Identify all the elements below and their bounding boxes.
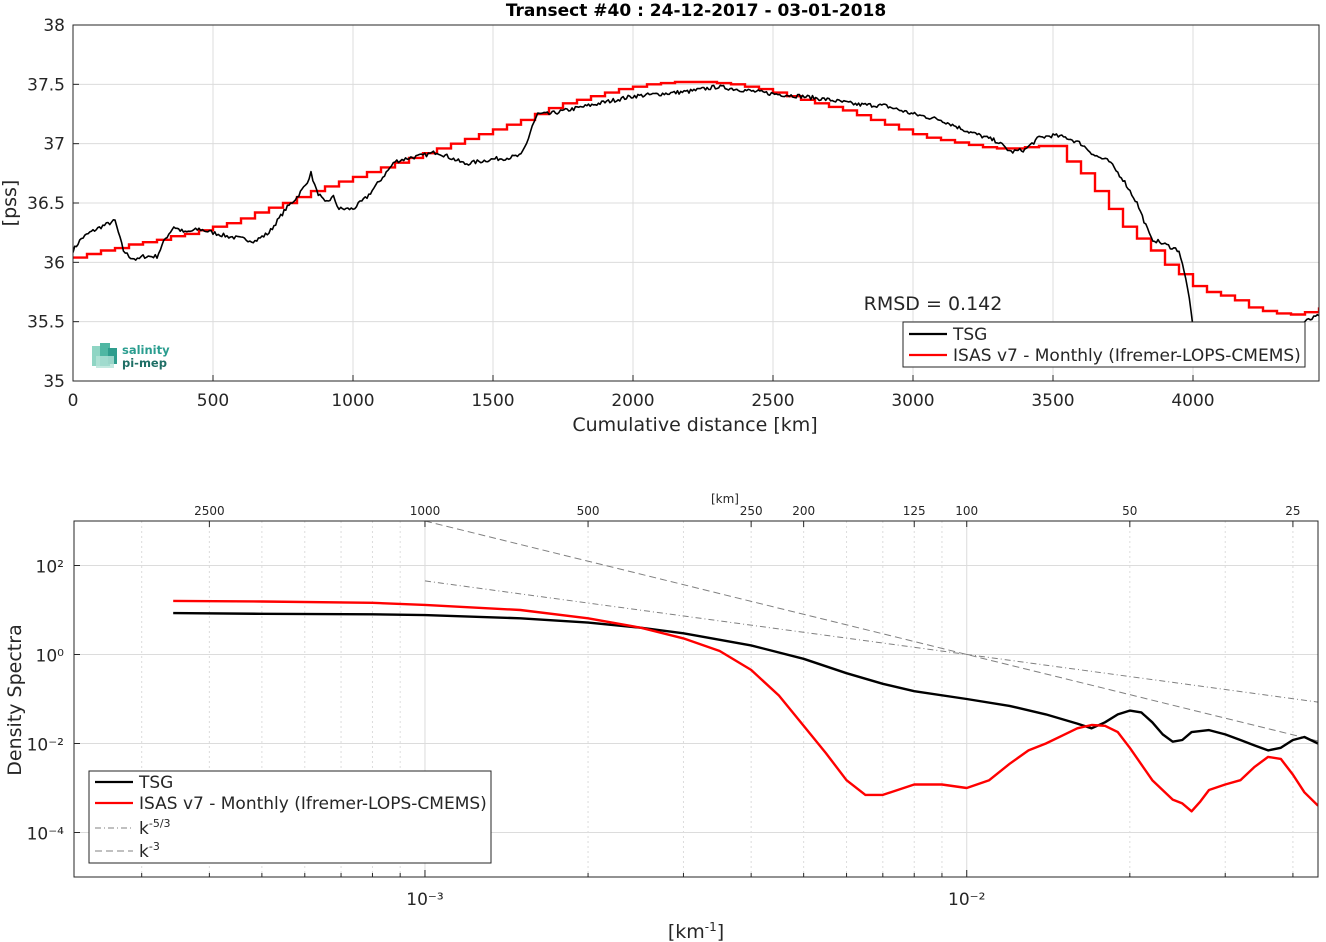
logo-text-line2: pi-mep — [122, 356, 167, 370]
bottom-y-tick-label: 10² — [36, 558, 64, 578]
bottom-y-ticks: 10⁻⁴ 10⁻² 10⁰ 10² — [27, 558, 80, 845]
top-legend-box — [902, 321, 1306, 368]
bottom-series-k53-line — [424, 580, 1318, 703]
top-y-tick-label: 35 — [43, 372, 65, 392]
bottom-top-km-tick-label: 100 — [955, 504, 978, 518]
bottom-legend-label-k53: k-5/3 — [139, 817, 171, 839]
top-x-tick-label: 0 — [68, 391, 79, 411]
bottom-top-km-tick-label: 1000 — [410, 504, 441, 518]
logo-text-line1: salinity — [122, 343, 170, 357]
bottom-top-km-tick-label: 2500 — [194, 504, 225, 518]
bottom-series-k3-line — [424, 521, 1318, 742]
top-y-tick-label: 35.5 — [27, 313, 65, 333]
bottom-legend-label-tsg: TSG — [138, 773, 173, 793]
bottom-legend-label-k3: k-3 — [139, 840, 160, 862]
top-y-tick-label: 37.5 — [27, 75, 65, 95]
bottom-top-km-tick-label: 200 — [792, 504, 815, 518]
top-x-ticks: 0 500 1000 1500 2000 2500 3000 3500 4000 — [68, 375, 1215, 411]
top-x-tick-label: 1000 — [331, 391, 374, 411]
bottom-legend: TSG ISAS v7 - Monthly (Ifremer-LOPS-CMEM… — [88, 770, 492, 864]
rmsd-annotation: RMSD = 0.142 — [864, 293, 1003, 315]
top-y-tick-label: 36 — [43, 253, 65, 273]
bottom-axes-box — [73, 520, 1319, 878]
bottom-series-isas-line — [173, 599, 1318, 813]
bottom-y-tick-label: 10⁻⁴ — [27, 825, 65, 845]
bottom-x-tick-label: 10⁻³ — [406, 890, 443, 910]
top-y-tick-label: 38 — [43, 16, 65, 36]
top-y-ticks: 35 35.5 36 36.5 37 37.5 38 — [27, 16, 79, 392]
top-x-tick-label: 500 — [197, 391, 229, 411]
salinity-pi-mep-logo: salinity pi-mep — [92, 343, 170, 370]
top-x-tick-label: 3000 — [891, 391, 934, 411]
bottom-plot-area — [173, 521, 1318, 813]
top-km-axis-label: [km] — [711, 492, 739, 506]
bottom-y-tick-label: 10⁻² — [27, 736, 64, 756]
top-y-tick-label: 37 — [43, 135, 65, 155]
bottom-y-axis-label: Density Spectra — [4, 624, 26, 775]
top-x-tick-label: 2000 — [611, 391, 654, 411]
top-x-tick-label: 1500 — [471, 391, 514, 411]
bottom-x-tick-label: 10⁻² — [948, 890, 985, 910]
top-legend-label-isas: ISAS v7 - Monthly (Ifremer-LOPS-CMEMS) — [953, 346, 1301, 366]
bottom-top-km-ticks: 2500 1000 500 250 200 125 100 50 25 — [194, 504, 1301, 527]
top-series-isas-line — [73, 80, 1319, 316]
top-panel: Transect #40 : 24-12-2017 - 03-01-2018 0… — [0, 1, 1320, 436]
bottom-top-km-tick-label: 125 — [903, 504, 926, 518]
bottom-x-axis-label: [km-1] — [668, 920, 724, 942]
top-plot-area — [73, 80, 1319, 347]
top-legend: TSG ISAS v7 - Monthly (Ifremer-LOPS-CMEM… — [902, 321, 1306, 368]
bottom-top-km-tick-label: 250 — [740, 504, 763, 518]
bottom-y-tick-label: 10⁰ — [36, 647, 65, 667]
bottom-legend-box — [88, 770, 492, 864]
top-y-tick-label: 36.5 — [27, 194, 65, 214]
top-x-tick-label: 2500 — [751, 391, 794, 411]
bottom-x-ticks: 10⁻³ 10⁻² — [141, 870, 1294, 910]
bottom-top-km-tick-label: 500 — [577, 504, 600, 518]
top-y-axis-label: [pss] — [0, 180, 21, 227]
bottom-top-km-tick-label: 25 — [1285, 504, 1300, 518]
top-series-tsg-line — [73, 84, 1319, 347]
bottom-panel: 10⁻³ 10⁻² 10⁻⁴ 10⁻² 10⁰ 10² 2500 1000 500 250 20… — [4, 492, 1319, 942]
top-chart-title: Transect #40 : 24-12-2017 - 03-01-2018 — [506, 1, 886, 21]
top-x-tick-label: 3500 — [1031, 391, 1074, 411]
top-x-tick-label: 4000 — [1171, 391, 1214, 411]
bottom-top-km-tick-label: 50 — [1122, 504, 1137, 518]
top-x-axis-label: Cumulative distance [km] — [572, 414, 817, 436]
bottom-series-tsg-line — [173, 611, 1318, 752]
top-legend-label-tsg: TSG — [952, 325, 987, 345]
bottom-legend-label-isas: ISAS v7 - Monthly (Ifremer-LOPS-CMEMS) — [139, 794, 487, 814]
